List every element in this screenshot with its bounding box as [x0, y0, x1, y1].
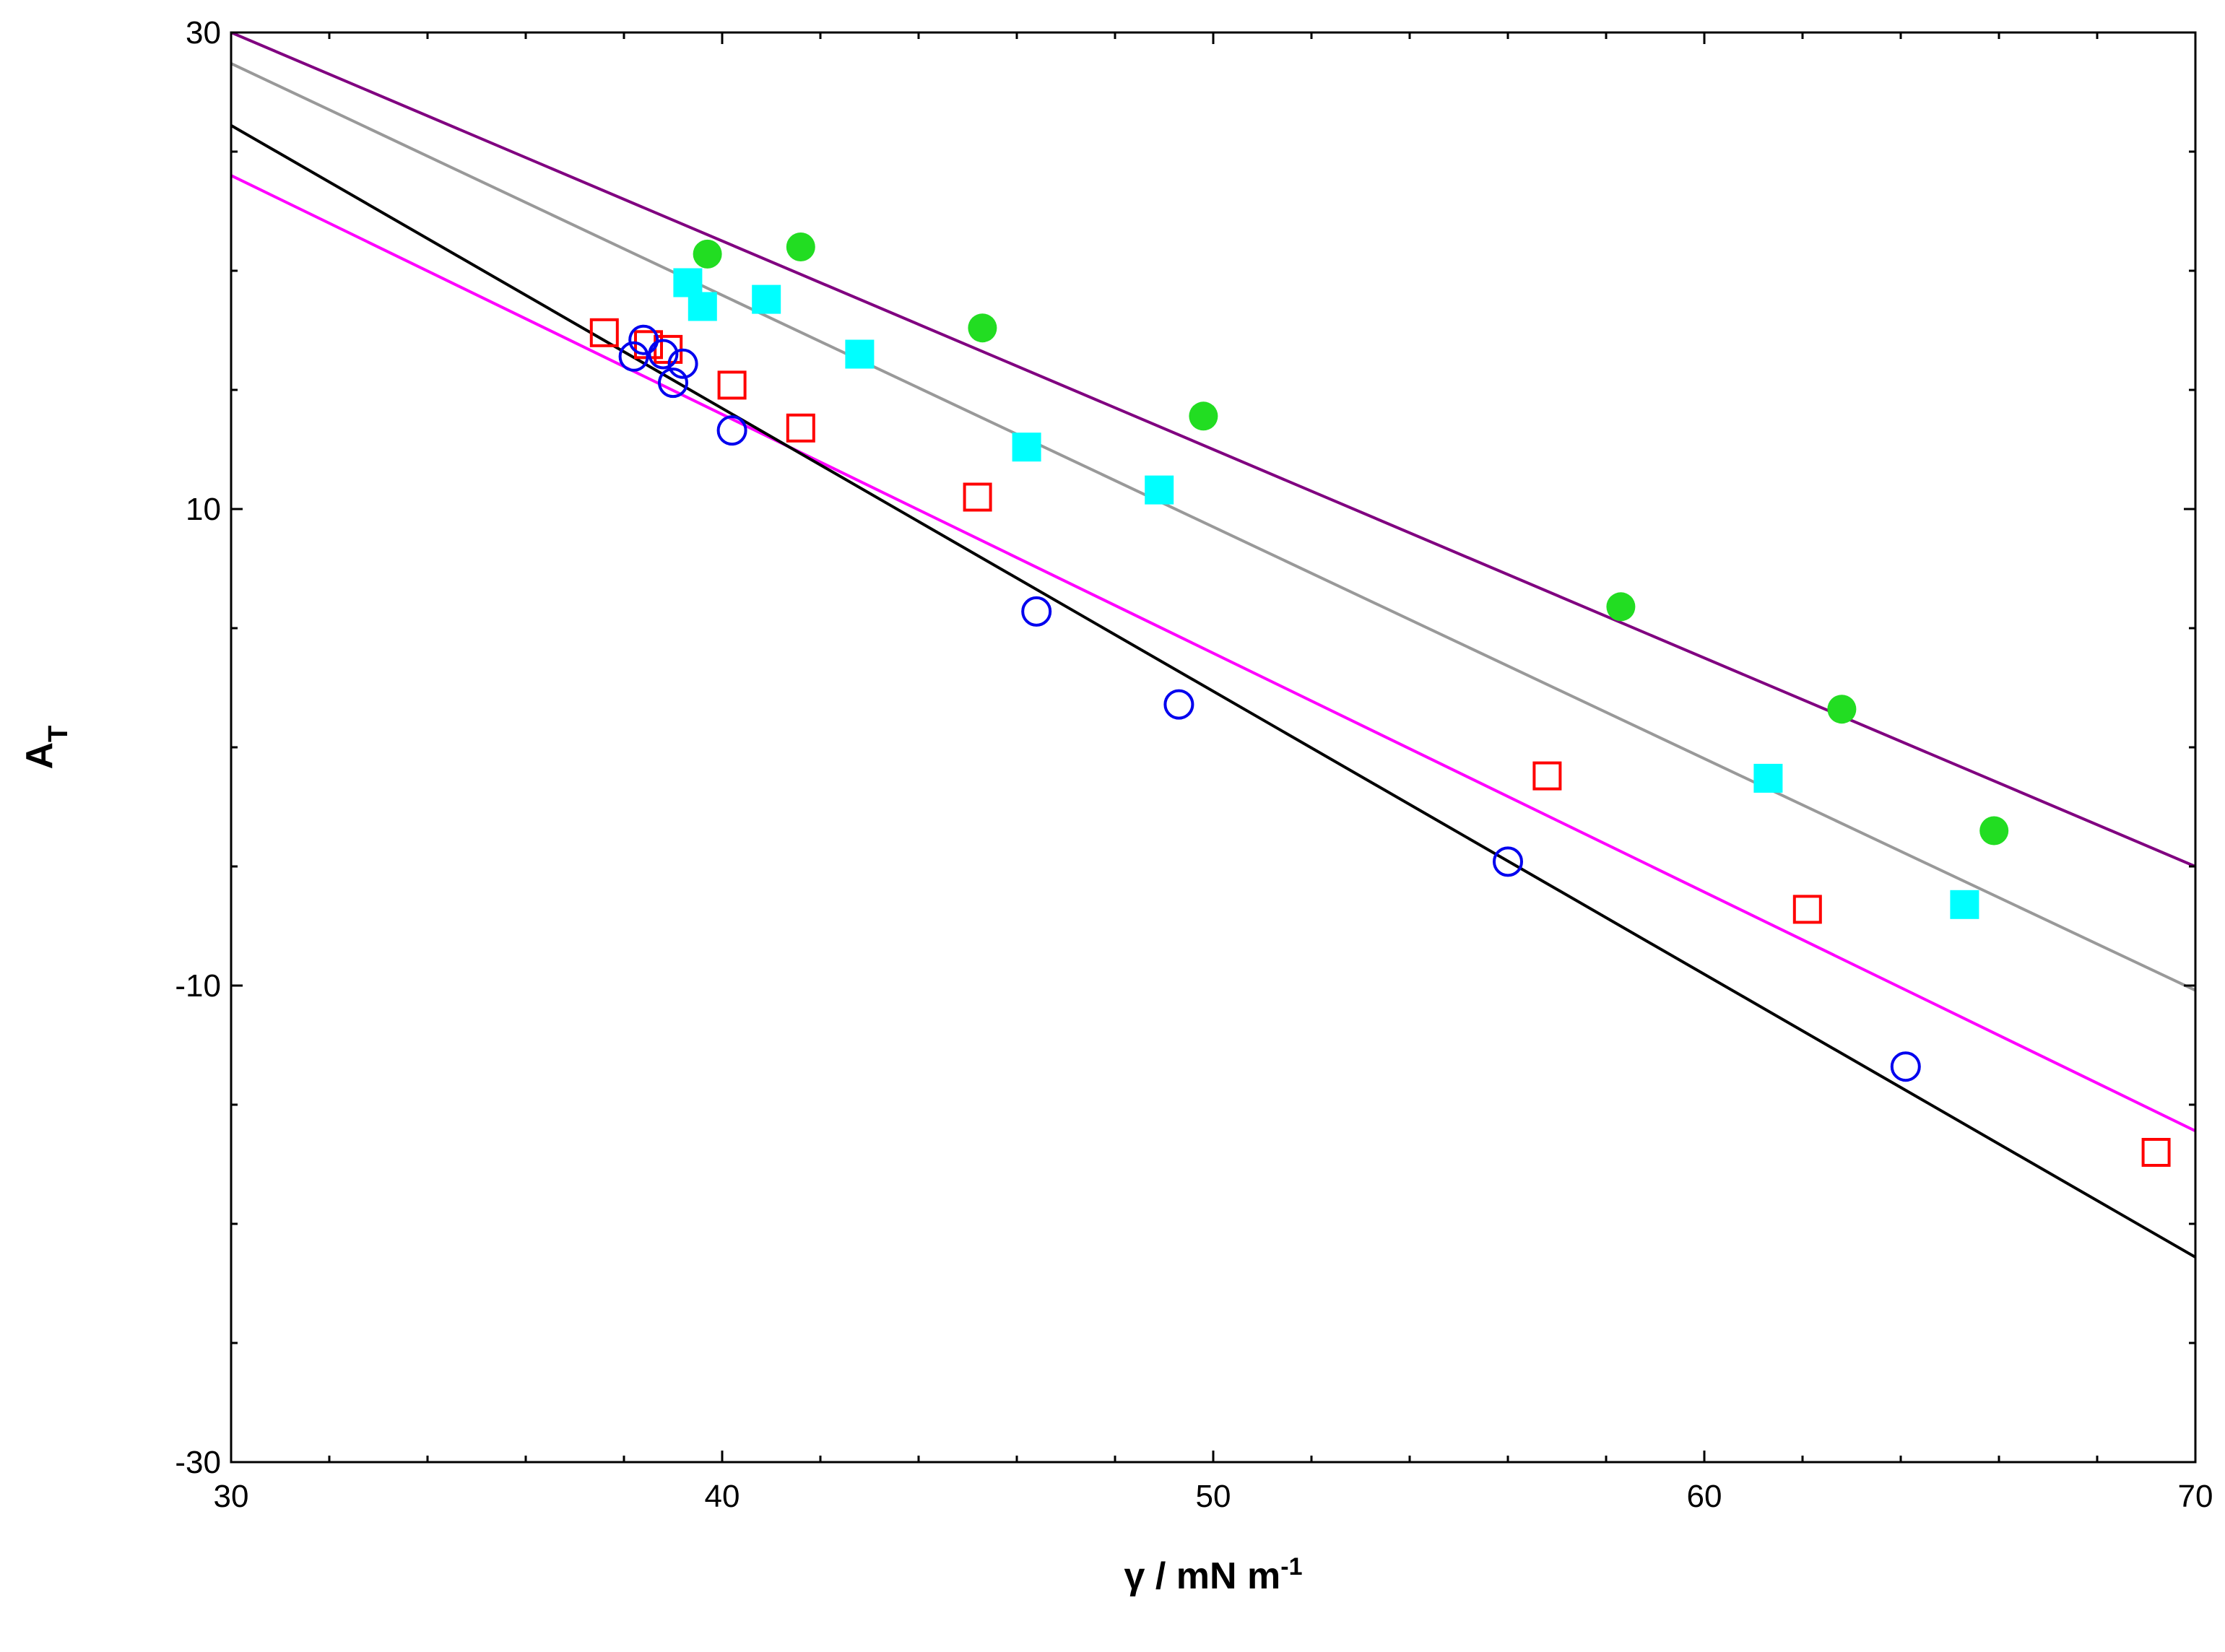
y-axis-title-main: A: [19, 742, 61, 770]
series-3-point-9: [2141, 1138, 2171, 1167]
x-tick-label: 50: [1196, 1479, 1231, 1514]
tick-labels: 30 40 50 60 70 -30 -10 10 30: [175, 15, 2213, 1514]
y-axis-title: AT: [19, 726, 74, 770]
series-1-point-7: [1979, 816, 2009, 845]
series-4-point-10: [1890, 1051, 1921, 1082]
fit-line-3: [231, 174, 2195, 1133]
x-axis-title-main: γ / mN m: [1124, 1555, 1281, 1597]
series-4-point-3: [648, 339, 679, 370]
series-4-point-5: [667, 348, 698, 379]
x-tick-label: 60: [1687, 1479, 1722, 1514]
axis-ticks: [230, 31, 2197, 1464]
series-1-point-5: [1606, 592, 1636, 622]
series-4-point-6: [716, 415, 747, 446]
x-tick-label: 70: [2178, 1479, 2213, 1514]
series-4-point-7: [1021, 596, 1052, 627]
fit-lines: [231, 32, 2195, 1258]
series-2-point-2: [688, 292, 717, 321]
x-axis-title: γ / mN m-1: [1124, 1553, 1303, 1597]
series-3-point-8: [1792, 895, 1822, 924]
series-1-point-6: [1827, 695, 1857, 724]
series-4-point-2: [628, 324, 659, 355]
fit-line-1: [231, 32, 2195, 868]
x-tick-label: 30: [214, 1479, 249, 1514]
series-2-point-8: [1950, 890, 1979, 919]
series-3-point-4: [717, 370, 747, 400]
plot-area-frame: [230, 31, 2197, 1464]
series-2-point-5: [1012, 432, 1041, 462]
y-tick-label: -10: [175, 968, 221, 1004]
series-1-point-3: [968, 313, 997, 343]
series-2-point-4: [845, 339, 875, 369]
fit-line-2: [231, 62, 2195, 992]
series-4-point-9: [1493, 846, 1523, 877]
fit-line-4: [231, 123, 2195, 1258]
series-3-point-5: [786, 413, 815, 443]
series-1-point-1: [693, 239, 722, 269]
series-3-point-7: [1532, 761, 1562, 791]
data-points: [589, 232, 2171, 1167]
series-4-point-8: [1163, 689, 1194, 720]
series-1-point-4: [1189, 401, 1218, 431]
series-4-point-1: [618, 341, 649, 372]
series-2-point-3: [752, 284, 781, 314]
series-3-point-6: [963, 482, 992, 512]
x-axis-title-superscript: -1: [1280, 1553, 1302, 1581]
x-tick-label: 40: [705, 1479, 740, 1514]
series-2-point-6: [1145, 475, 1174, 505]
y-tick-label: -30: [175, 1445, 221, 1480]
y-axis-title-subscript: T: [43, 726, 74, 742]
series-4-point-4: [658, 368, 688, 399]
series-2-point-7: [1753, 763, 1783, 793]
series-1-point-2: [786, 232, 815, 261]
series-3-point-1: [589, 318, 619, 347]
y-tick-label: 10: [186, 492, 221, 527]
y-tick-label: 30: [186, 15, 221, 51]
